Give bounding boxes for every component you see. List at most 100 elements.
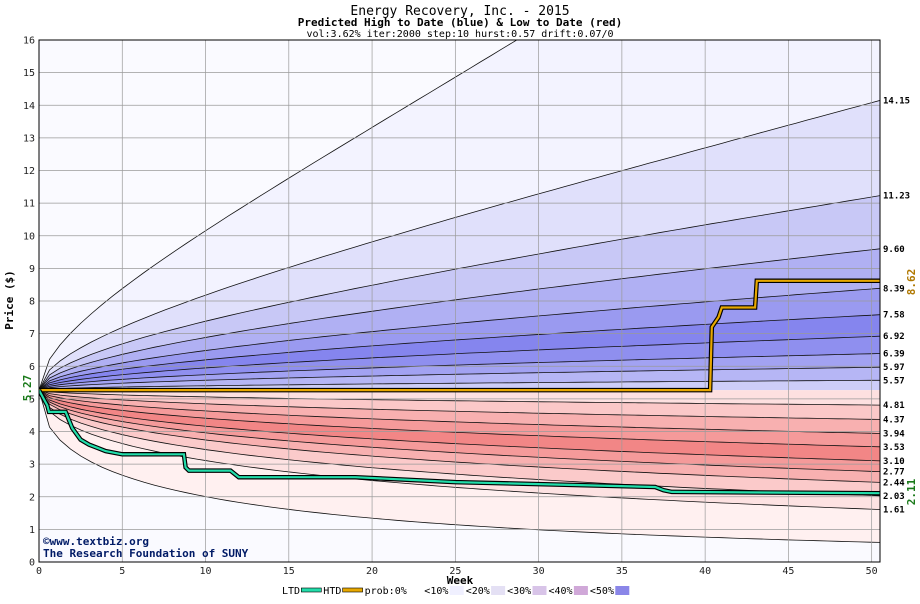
legend-label: <20%: [466, 586, 490, 597]
legend: LTD HTD prob:0% <10% <20% <30% <40% <50%: [282, 586, 630, 597]
quantile-band: [39, 390, 880, 406]
quantile-end-label: 8.39: [883, 284, 905, 294]
quantile-line: [39, 389, 880, 434]
quantile-line: [39, 389, 880, 497]
quantile-end-label: 6.39: [883, 350, 905, 360]
y-tick-label: 3: [29, 460, 35, 471]
legend-label: HTD: [323, 586, 341, 597]
legend-label: <30%: [507, 586, 531, 597]
legend-label: prob:0%: [365, 586, 407, 597]
quantile-end-label: 3.10: [883, 457, 905, 467]
quantile-end-label: 3.53: [883, 443, 905, 453]
quantile-band: [39, 100, 880, 391]
quantile-end-label: 3.94: [883, 429, 905, 439]
quantile-line: [39, 389, 880, 462]
quantile-line: [39, 389, 880, 420]
quantile-line: [39, 379, 880, 391]
quantile-end-label: 4.81: [883, 401, 905, 411]
y-tick-label: 8: [29, 297, 35, 308]
quantile-end-label: 5.57: [883, 376, 905, 386]
quantile-band: [39, 380, 880, 391]
chart-params: vol:3.62% iter:2000 step:10 hurst:0.57 d…: [306, 29, 613, 40]
quantile-band: [39, 195, 880, 391]
quantile-band: [39, 390, 880, 483]
quantile-end-label: 2.03: [883, 492, 905, 502]
quantile-end-label: 6.92: [883, 332, 905, 342]
quantile-end-labels: 14.15 11.23 9.60 8.39 7.58 6.92 6.39 5.97 5.57 4.…: [883, 96, 910, 515]
ltd-series-line: [39, 389, 880, 495]
legend-line-swatch: [300, 587, 322, 593]
quantile-end-label: 4.37: [883, 415, 905, 425]
legend-line-swatch: [342, 587, 363, 593]
quantile-line: [39, 389, 880, 406]
quantile-end-label: 14.15: [883, 96, 910, 106]
quantile-line: [39, 100, 880, 391]
start-price-label: 5.27: [21, 375, 34, 402]
quantile-band: [39, 390, 880, 420]
quantile-line: [39, 353, 880, 391]
quantile-end-label: 11.23: [883, 192, 910, 202]
x-tick-label: 20: [366, 566, 378, 577]
quantile-line: [39, 248, 880, 391]
y-tick-label: 13: [23, 133, 35, 144]
quantile-line: [39, 335, 880, 391]
quantile-band: [39, 336, 880, 391]
htd-end-label: 8.62: [905, 269, 918, 296]
y-tick-label: 2: [29, 492, 35, 503]
x-tick-label: 25: [449, 566, 461, 577]
quantile-band: [39, 390, 880, 472]
y-tick-label: 0: [29, 558, 35, 569]
quantile-band: [39, 40, 880, 391]
x-tick-label: 30: [533, 566, 545, 577]
x-tick-label: 45: [782, 566, 794, 577]
quantile-line: [39, 389, 880, 543]
y-tick-label: 16: [23, 36, 35, 47]
legend-label: <50%: [590, 586, 614, 597]
legend-color-swatch: [491, 586, 506, 595]
quantile-line: [39, 389, 880, 483]
legend-label: <40%: [549, 586, 573, 597]
y-tick-label: 10: [23, 231, 35, 242]
quantile-end-label: 2.44: [883, 478, 905, 488]
y-tick-label: 1: [29, 525, 35, 536]
chart-subtitle: Predicted High to Date (blue) & Low to D…: [298, 16, 623, 29]
y-tick-label: 5: [29, 394, 35, 405]
y-tick-label: 11: [23, 199, 35, 210]
x-tick-label: 10: [200, 566, 212, 577]
y-tick-label: 9: [29, 264, 35, 275]
y-tick-label: 7: [29, 329, 35, 340]
quantile-end-label: 5.97: [883, 363, 905, 373]
x-tick-label: 50: [866, 566, 878, 577]
legend-color-swatch: [573, 586, 588, 595]
htd-series-line: [39, 279, 880, 392]
chart-title: Energy Recovery, Inc. - 2015: [350, 4, 569, 19]
ltd-end-label: 2.11: [905, 478, 918, 505]
quantile-line: [39, 366, 880, 391]
legend-label: <10%: [424, 586, 448, 597]
x-tick-label: 35: [616, 566, 628, 577]
legend-color-swatch: [615, 586, 630, 595]
x-axis-label: Week: [447, 574, 474, 587]
quantile-line: [39, 389, 880, 472]
plot-frame: [38, 39, 881, 563]
legend-label: LTD: [282, 586, 300, 597]
y-axis-label: Price ($): [3, 270, 16, 330]
quantile-line: [39, 389, 880, 448]
legend-color-swatch: [532, 586, 547, 595]
y-tick-label: 14: [23, 101, 35, 112]
x-tick-label: 40: [699, 566, 711, 577]
quantile-line: [39, 314, 880, 391]
y-tick-label: 4: [29, 427, 35, 438]
x-tick-label: 15: [283, 566, 295, 577]
credit-line-1: ©www.textbiz.org: [43, 535, 149, 548]
quantile-band: [39, 248, 880, 391]
credit-line-2: The Research Foundation of SUNY: [43, 547, 249, 560]
quantile-end-label: 1.61: [883, 505, 905, 515]
quantile-line: [39, 40, 518, 391]
quantile-line: [39, 287, 880, 391]
x-tick-label: 0: [36, 566, 42, 577]
y-tick-label: 6: [29, 362, 35, 373]
quantile-bands: [39, 40, 880, 562]
